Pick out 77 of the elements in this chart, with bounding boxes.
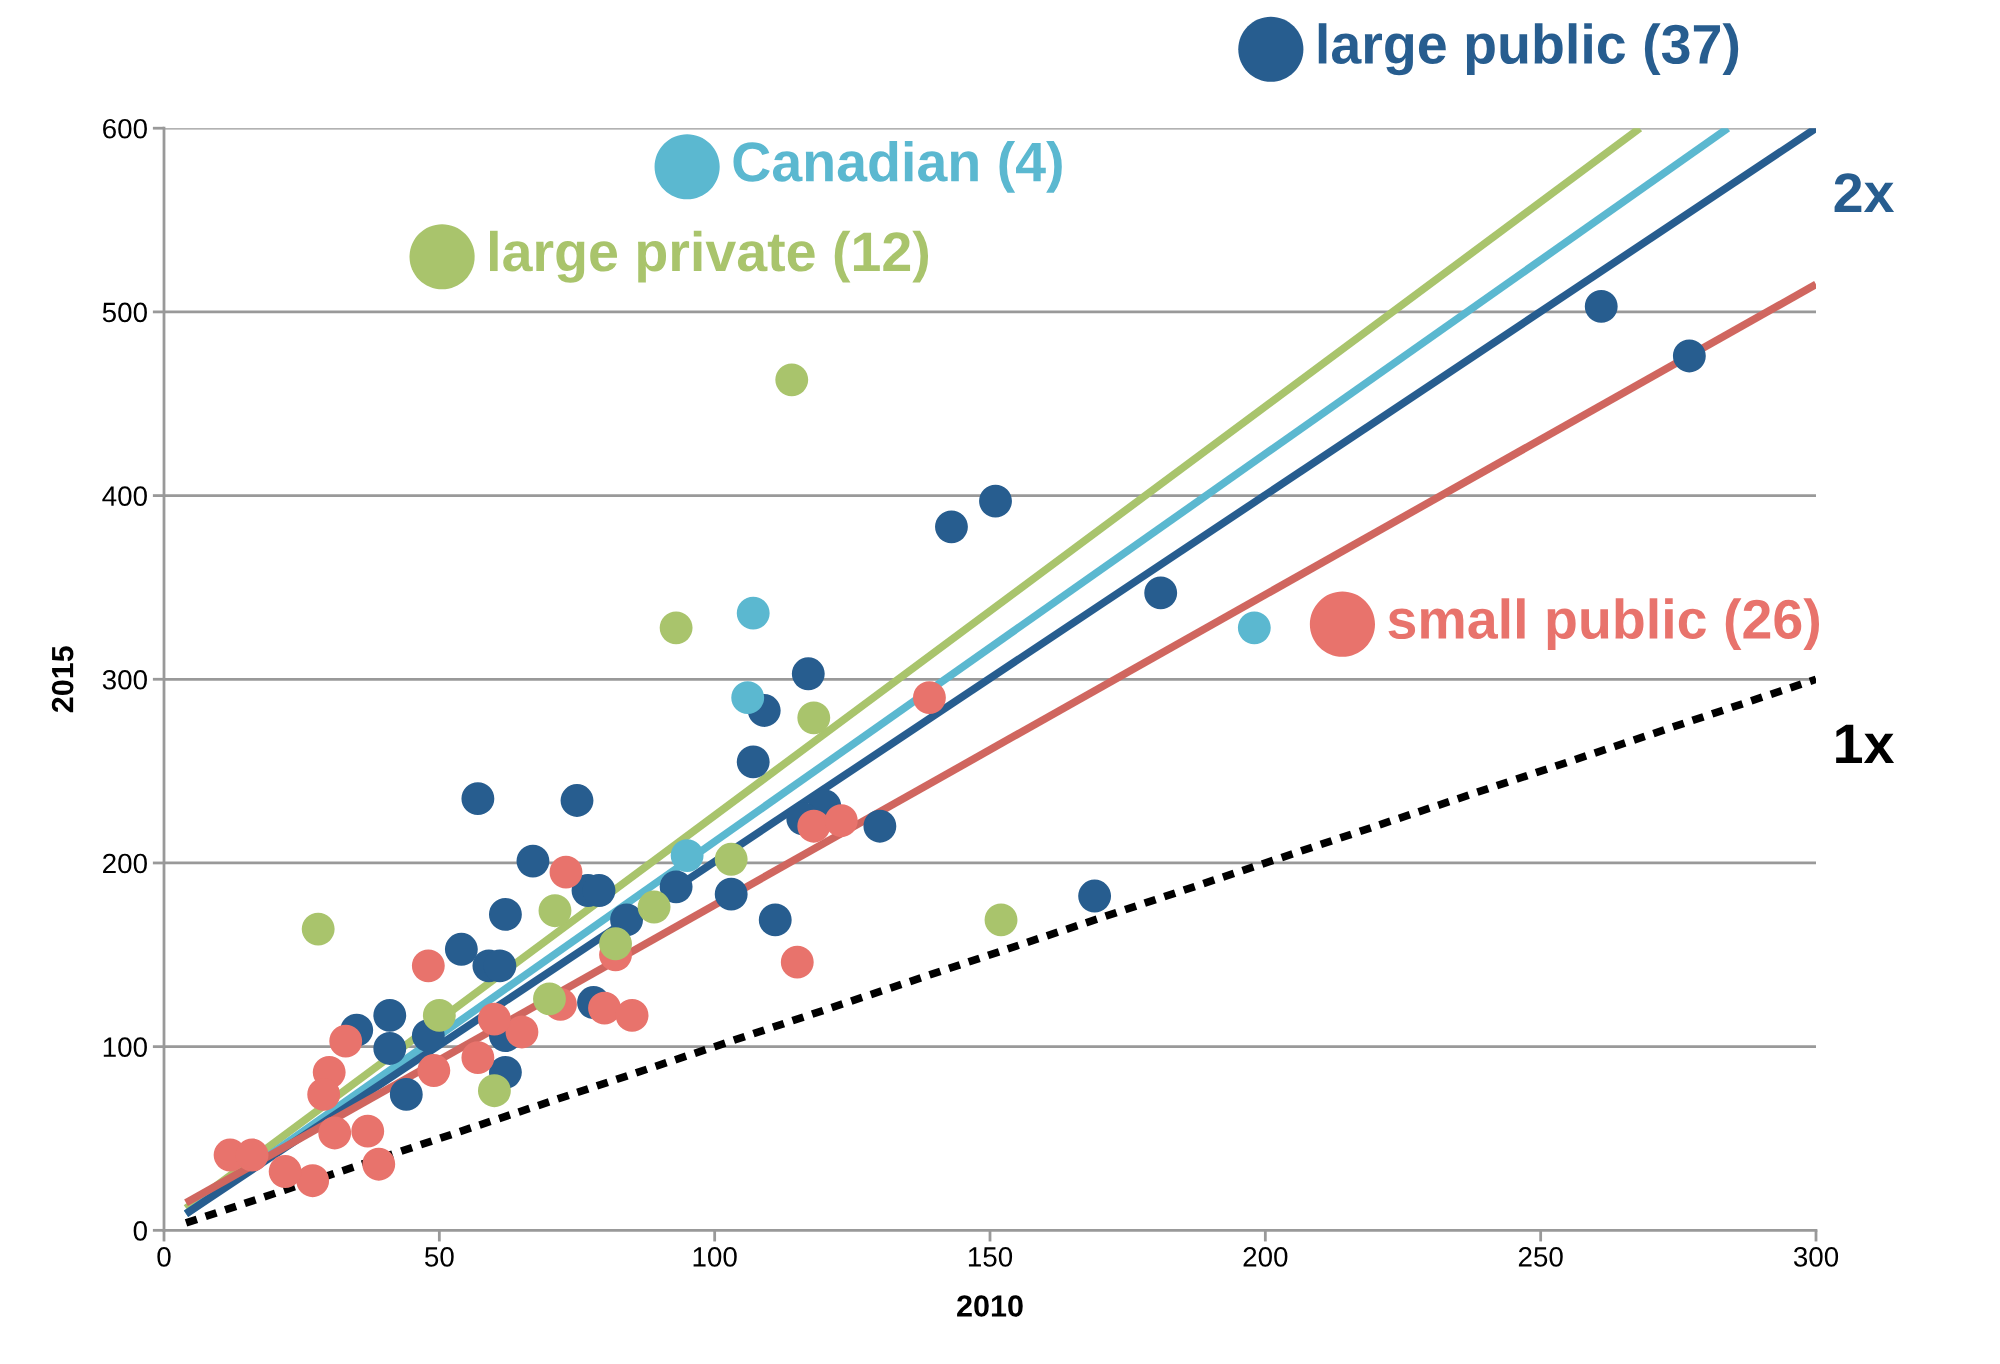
point [373,1032,407,1065]
legend-label: Canadian (4) [733,140,1062,193]
point [351,1114,385,1148]
x-tick-label: 100 [693,1247,737,1267]
y-axis-title: 2015 [51,646,74,713]
point [362,1147,396,1181]
legend-label: large public (37) [1318,23,1739,76]
legend-label: large private (12) [490,230,929,283]
point [935,510,968,544]
y-tick-label: 100 [103,1037,147,1057]
point [599,927,632,961]
point [307,1077,341,1111]
point [477,1002,511,1036]
y-tick-label: 200 [103,853,147,874]
annotation: 1x [1836,724,1895,764]
y-tick-label: 600 [103,118,147,139]
point [533,982,566,1016]
point [714,877,748,911]
point [1078,879,1112,913]
x-tick-label: 0 [157,1247,171,1267]
point [979,484,1012,518]
point [791,657,825,691]
point [461,782,495,816]
point [411,949,445,983]
point [797,809,831,843]
point [1584,289,1618,323]
point [268,1155,302,1188]
point [1672,339,1706,373]
point [731,681,765,715]
point [797,701,831,735]
point [912,681,946,715]
point [461,1041,495,1075]
point [1237,611,1271,645]
point [422,998,456,1032]
y-tick-label: 0 [133,1221,147,1241]
point [417,1054,451,1087]
point [736,596,770,630]
point [488,897,522,931]
point [560,784,594,817]
point [863,809,897,843]
point [659,611,693,645]
x-tick-label: 250 [1518,1247,1563,1267]
y-tick-label: 500 [102,302,147,323]
x-tick-label: 150 [968,1247,1013,1267]
point [637,890,671,924]
point [659,870,693,904]
point [389,1077,423,1111]
point [824,804,858,838]
point [329,1024,363,1058]
point [477,1074,511,1108]
point [318,1116,352,1150]
point [505,1015,539,1049]
annotation: 2x [1834,173,1895,213]
point [615,998,649,1032]
point [714,842,748,876]
point [775,363,809,397]
legend-label: small public (26) [1388,598,1820,651]
x-axis-title: 2010 [957,1295,1023,1317]
point [549,855,583,889]
point [538,894,572,928]
y-tick-label: 300 [102,669,147,690]
point [296,1164,330,1198]
point [588,991,621,1025]
x-tick-label: 50 [425,1247,454,1267]
point [444,932,478,966]
point [516,844,550,878]
point [301,912,335,946]
point [984,903,1018,937]
point [373,998,407,1032]
point [1144,576,1178,610]
point [780,945,814,979]
point [670,839,704,873]
point [736,745,770,779]
x-tick-label: 300 [1793,1247,1839,1267]
y-tick-label: 400 [102,486,147,506]
x-tick-label: 200 [1243,1247,1288,1267]
point [758,903,792,937]
